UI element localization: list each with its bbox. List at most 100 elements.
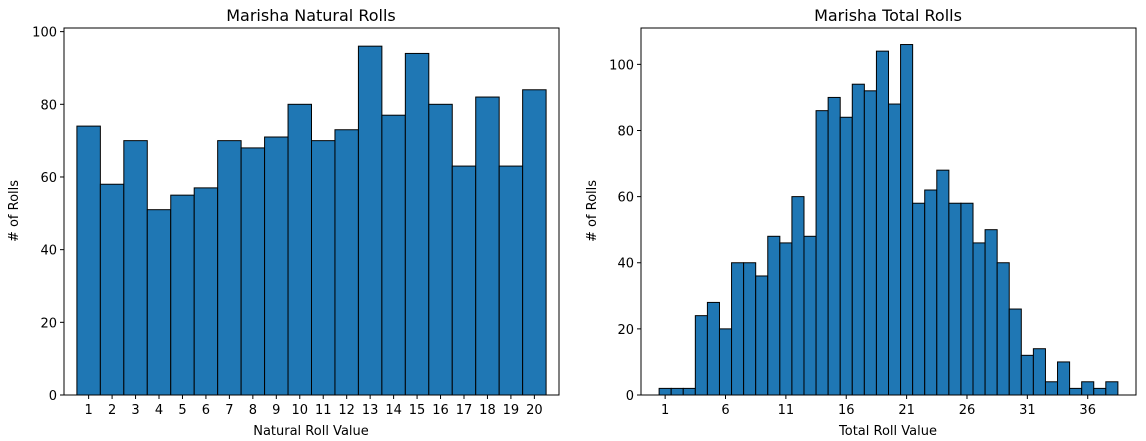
x-tick-label: 1 [84, 403, 92, 418]
x-tick-label: 12 [338, 403, 355, 418]
x-tick-label: 14 [385, 403, 402, 418]
bar [682, 387, 696, 396]
bar [827, 96, 841, 396]
bar [815, 110, 829, 396]
bar [76, 125, 101, 396]
bar [123, 140, 148, 396]
bar [694, 315, 708, 396]
y-tick-label: 60 [40, 171, 57, 186]
x-axis-label: Natural Roll Value [253, 424, 369, 439]
bar [658, 387, 672, 396]
bar [1032, 348, 1046, 396]
bar [755, 275, 769, 396]
bar [1093, 387, 1107, 396]
bar [900, 44, 914, 396]
y-tick-label: 100 [32, 26, 57, 41]
bar [193, 187, 219, 396]
y-tick-label: 20 [40, 316, 57, 331]
y-tick-label: 60 [617, 191, 634, 206]
bar [875, 50, 889, 396]
x-tick-label: 16 [432, 403, 449, 418]
bar [996, 262, 1010, 396]
bar [924, 189, 938, 396]
bar [404, 52, 430, 396]
bar [451, 165, 477, 396]
x-tick-label: 17 [456, 403, 473, 418]
y-tick-label: 0 [49, 389, 57, 404]
bar [984, 229, 998, 396]
bar [791, 196, 805, 396]
x-tick-label: 8 [249, 403, 257, 418]
bar [475, 96, 500, 396]
x-tick-label: 3 [131, 403, 139, 418]
chart-title: Marisha Natural Rolls [226, 6, 396, 25]
bar [960, 202, 974, 396]
bar [170, 194, 195, 396]
bar [287, 103, 312, 396]
x-tick-label: 36 [1079, 403, 1096, 418]
bar [803, 235, 817, 396]
x-tick-label: 15 [409, 403, 426, 418]
y-tick-label: 80 [617, 124, 634, 139]
x-tick-label: 11 [778, 403, 795, 418]
bar [888, 103, 902, 396]
x-ticks: 1 6 11 16 21 26 31 36 [661, 395, 1096, 418]
bar [912, 202, 926, 396]
bar [779, 242, 793, 396]
x-ticks: 1 2 3 4 5 6 7 8 9 10 11 12 13 14 15 16 17 18 19 20 [84, 395, 543, 418]
x-tick-label: 5 [178, 403, 186, 418]
bar [1081, 381, 1095, 396]
bar [99, 183, 125, 396]
bar [972, 242, 986, 396]
y-ticks: 0 20 40 60 80 100 [609, 58, 641, 404]
x-tick-label: 13 [362, 403, 379, 418]
x-tick-label: 18 [479, 403, 496, 418]
bar [217, 140, 242, 396]
chart-title: Marisha Total Rolls [814, 6, 962, 25]
total-rolls-chart: Marisha Total Rolls 1 6 11 16 21 26 31 36 02040… [585, 6, 1137, 439]
bar [1008, 308, 1022, 396]
x-tick-label: 7 [225, 403, 233, 418]
bar [839, 116, 853, 396]
y-tick-label: 80 [40, 98, 57, 113]
bar [731, 262, 745, 396]
bar [851, 83, 865, 396]
y-axis-label: # of Rolls [7, 180, 22, 242]
natural-rolls-chart: Marisha Natural Rolls 1 2 3 4 5 6 7 8 9 10 11 12 13 1… [7, 6, 560, 439]
x-tick-label: 31 [1019, 403, 1036, 418]
bar [743, 262, 757, 396]
x-tick-label: 4 [155, 403, 163, 418]
bars [658, 44, 1119, 396]
bar [522, 89, 547, 396]
x-tick-label: 2 [108, 403, 116, 418]
bar [357, 45, 383, 396]
bar [767, 235, 781, 396]
bar [1044, 381, 1059, 396]
bar [718, 328, 733, 396]
x-tick-label: 6 [721, 403, 729, 418]
y-tick-label: 100 [609, 58, 634, 73]
bar [334, 129, 359, 396]
bar [240, 147, 266, 396]
y-tick-label: 40 [40, 244, 57, 259]
x-tick-label: 20 [526, 403, 543, 418]
x-tick-label: 10 [291, 403, 308, 418]
x-tick-label: 19 [503, 403, 520, 418]
x-tick-label: 26 [959, 403, 976, 418]
y-ticks: 0 20 40 60 80 100 [32, 26, 64, 404]
x-axis-label: Total Roll Value [838, 424, 937, 439]
bar [311, 140, 336, 396]
y-tick-label: 20 [617, 323, 634, 338]
x-tick-label: 11 [315, 403, 332, 418]
bar [1020, 354, 1034, 396]
bar [381, 114, 406, 396]
bars [76, 45, 547, 396]
plot-frame [640, 27, 1137, 396]
x-tick-label: 16 [838, 403, 855, 418]
plot-frame [63, 27, 560, 396]
bar [498, 165, 524, 396]
y-tick-label: 40 [617, 257, 634, 272]
y-axis-label: # of Rolls [585, 180, 600, 242]
y-tick-label: 0 [626, 389, 634, 404]
x-tick-label: 21 [898, 403, 915, 418]
